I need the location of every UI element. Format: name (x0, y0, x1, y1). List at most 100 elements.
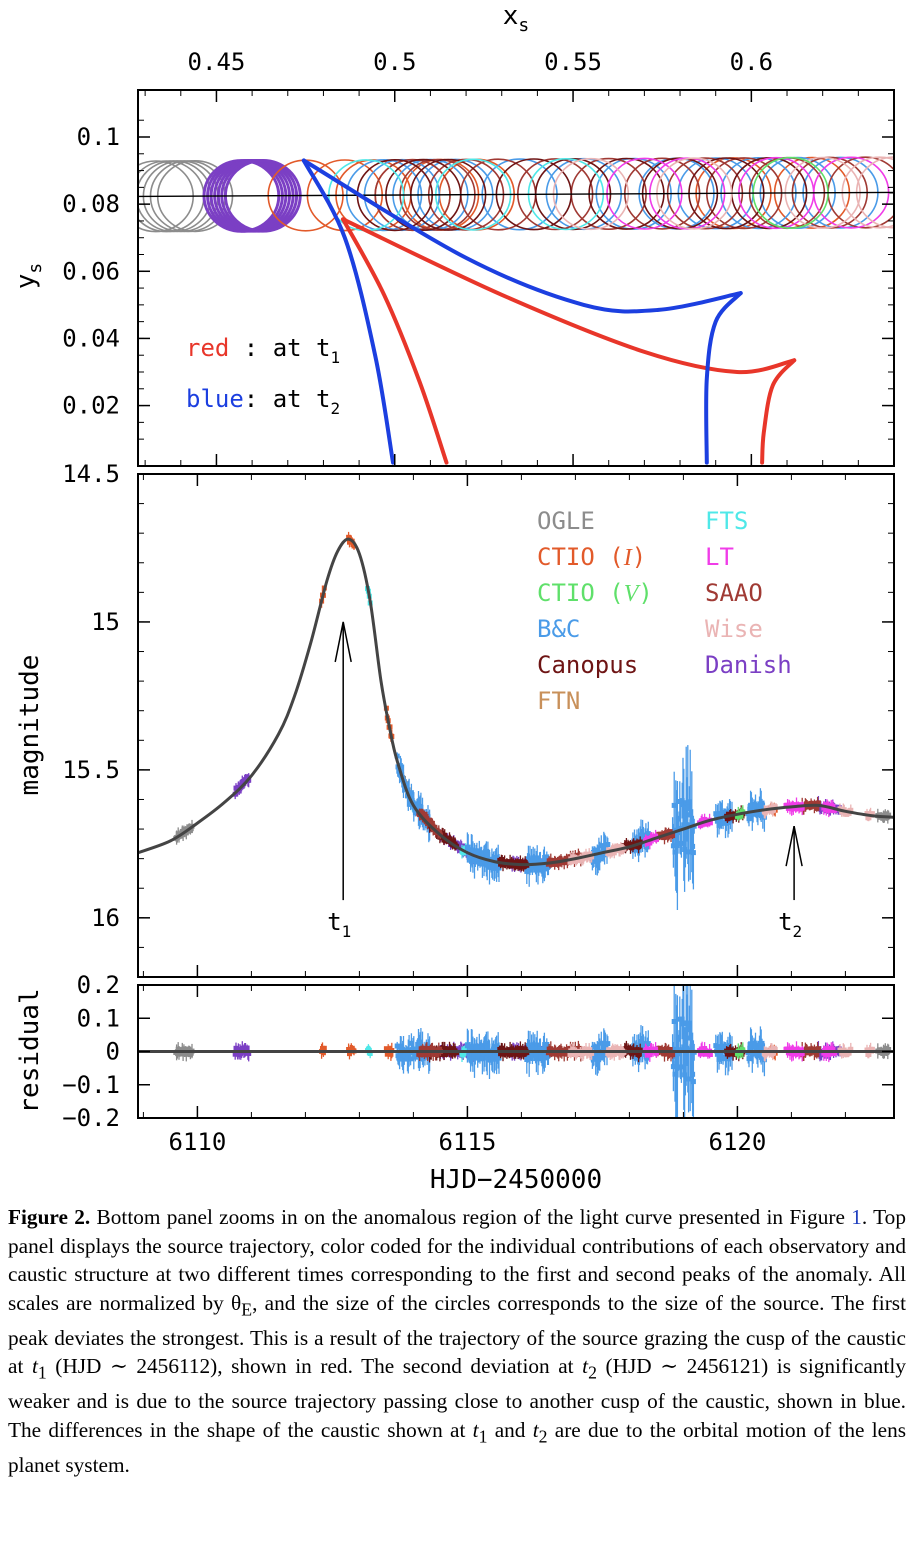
residual-point-b-c (759, 1040, 765, 1046)
data-point-b-c (750, 810, 756, 816)
caption-text-6: and (487, 1417, 533, 1442)
top-ytick-label: 0.1 (77, 123, 120, 151)
residual-point-b-c (413, 1050, 419, 1056)
residual-point-lt (653, 1050, 659, 1056)
residual-point-b-c (398, 1044, 404, 1050)
residual-point-saao (670, 1052, 676, 1058)
residual-point-b-c (676, 1051, 682, 1057)
data-point-b-c (479, 861, 485, 867)
residual-point-b-c (480, 1046, 486, 1052)
data-point-canopus (442, 832, 448, 838)
bot-ytick-label: −0.1 (62, 1071, 120, 1099)
residual-point-danish (246, 1051, 252, 1056)
data-point-wise (589, 854, 595, 860)
bot-ytick-label: −0.2 (62, 1104, 120, 1132)
residual-point-b-c (678, 1047, 684, 1053)
data-point-saao (814, 805, 820, 811)
data-point-b-c (469, 848, 475, 854)
residual-point-b-c (714, 1051, 720, 1057)
data-point-lt (707, 820, 713, 826)
data-point-canopus (636, 843, 642, 849)
bot-ytick-label: 0.2 (77, 971, 120, 999)
light-curve-panel: 14.5 15 15.5 16 magnitude t1 t2 OGLE CTIO (I)… (15, 460, 895, 978)
residual-axis-label: residual (15, 988, 45, 1113)
legend-entry-fts: FTS (705, 507, 748, 535)
residual-point-b-c (397, 1056, 403, 1062)
mid-ytick-label: 15 (91, 608, 120, 636)
data-point-b-c (682, 847, 688, 852)
residual-point-b-c (535, 1056, 541, 1062)
data-point-danish (244, 774, 250, 780)
residual-point-b-c (412, 1054, 418, 1060)
data-point-wise (848, 807, 854, 813)
data-point-saao (564, 855, 570, 861)
caption-t1: t (31, 1354, 38, 1379)
data-point-lt (786, 802, 792, 808)
residual-point-saao (659, 1046, 665, 1052)
caption-t1-sub: 1 (37, 1362, 47, 1383)
data-point-b-c (496, 865, 502, 871)
residual-point-lt (697, 1051, 703, 1057)
residual-plot-area (138, 985, 894, 1118)
residual-point-b-c (491, 1056, 497, 1062)
data-point-ogle (882, 811, 888, 817)
legend-entry-b-c: B&C (537, 615, 580, 643)
caption-label: Figure 2. (8, 1205, 91, 1229)
residual-point-lt (830, 1046, 836, 1052)
light-curve-plot-area (138, 531, 894, 910)
data-point-b-c (465, 844, 471, 850)
residual-point-canopus (636, 1051, 642, 1057)
data-point-b-c (673, 833, 679, 838)
residual-point-b-c (747, 1045, 753, 1051)
bot-xtick-label: 6110 (169, 1128, 227, 1156)
data-point-b-c (687, 812, 693, 818)
residual-point-lt (653, 1046, 659, 1052)
data-point-wise (772, 804, 778, 810)
residual-point-b-c (753, 1042, 758, 1048)
residual-point-lt (798, 1047, 804, 1053)
residual-point-ogle (886, 1047, 892, 1052)
caustic-t2-right (704, 291, 743, 465)
residual-point-b-c (644, 1055, 650, 1061)
data-point-lt (799, 805, 805, 811)
residual-point-b-c (493, 1044, 499, 1050)
legend-entry-ftn: FTN (537, 687, 580, 715)
residual-point-b-c (683, 1020, 689, 1026)
data-point-lt (826, 807, 832, 813)
trajectory-ticks: 0.45 0.5 0.55 0.6 0.02 0.04 0.06 0.08 0.1 (62, 48, 894, 466)
residual-point-b-c (483, 1040, 489, 1046)
top-ytick-label: 0.02 (62, 392, 120, 420)
residual-point-b-c (674, 1065, 680, 1071)
residual-point-b-c (475, 1055, 481, 1061)
data-point-b-c (686, 849, 692, 855)
data-point-saao (667, 829, 673, 835)
residual-point-canopus (442, 1046, 448, 1052)
trajectory-panel-frame (137, 89, 895, 467)
figure-1-link[interactable]: 1 (851, 1205, 862, 1229)
data-point-b-c (672, 849, 678, 855)
residual-point-saao (564, 1046, 570, 1052)
data-point-lt (647, 840, 653, 846)
residual-point-wise (866, 1052, 872, 1057)
data-point-b-c (493, 854, 499, 860)
data-point-saao (670, 833, 676, 838)
caustic-annotation-red: red : at t1 (186, 334, 340, 367)
residual-point-b-c (690, 1079, 696, 1085)
data-point-b-c (674, 839, 680, 844)
residual-point-b-c (544, 1042, 550, 1047)
legend-entry-wise: Wise (705, 615, 763, 643)
bot-ytick-label: 0.1 (77, 1004, 120, 1032)
data-point-b-c (676, 830, 682, 836)
arrow-t2-label: t2 (778, 908, 802, 941)
residual-point-wise (869, 1046, 875, 1052)
data-point-b-c (412, 810, 418, 816)
residual-point-b-c (682, 1061, 688, 1066)
legend-entry-danish: Danish (705, 651, 792, 679)
model-light-curve (138, 537, 894, 867)
mid-ytick-label: 16 (91, 904, 120, 932)
legend-entry-saao: SAAO (705, 579, 763, 607)
caption-sub-e: E (241, 1299, 253, 1320)
data-point-b-c (489, 860, 495, 866)
data-point-lt (830, 804, 836, 809)
residual-point-saao (667, 1047, 673, 1052)
